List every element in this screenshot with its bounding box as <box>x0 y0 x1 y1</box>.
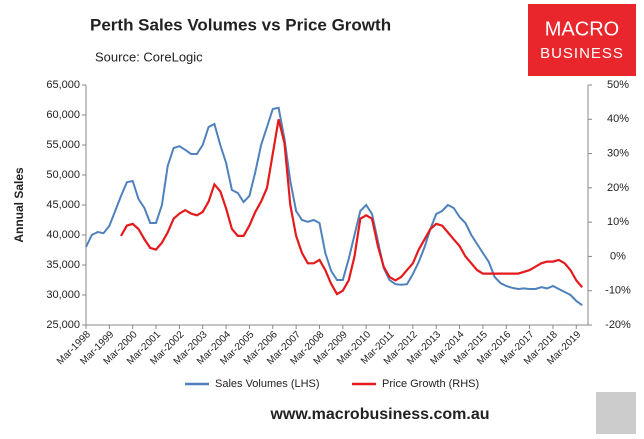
legend-label: Price Growth (RHS) <box>382 378 479 390</box>
y-tick-label: 35,000 <box>46 259 80 271</box>
y2-tick-label: -20% <box>605 319 631 331</box>
y-tick-label: 55,000 <box>46 139 80 151</box>
logo-text: MACRO <box>545 18 619 40</box>
y2-tick-label: 30% <box>607 147 629 159</box>
chart-subtitle: Source: CoreLogic <box>95 49 203 64</box>
y2-tick-label: 40% <box>607 113 629 125</box>
y2-tick-label: 10% <box>607 216 629 228</box>
y-axis-label: Annual Sales <box>12 167 26 243</box>
legend-label: Sales Volumes (LHS) <box>215 378 320 390</box>
chart-title: Perth Sales Volumes vs Price Growth <box>90 15 391 34</box>
series-line <box>85 106 583 307</box>
y-tick-label: 40,000 <box>46 229 80 241</box>
y2-tick-label: 20% <box>607 182 629 194</box>
y-tick-label: 25,000 <box>46 319 80 331</box>
y2-tick-label: 0% <box>610 250 626 262</box>
wolf-icon <box>596 392 636 434</box>
y-tick-label: 50,000 <box>46 169 80 181</box>
y-tick-label: 65,000 <box>46 79 80 91</box>
y2-tick-label: 50% <box>607 79 629 91</box>
series-line <box>120 119 584 296</box>
y-tick-label: 30,000 <box>46 289 80 301</box>
y-tick-label: 45,000 <box>46 199 80 211</box>
y-tick-label: 60,000 <box>46 109 80 121</box>
website: www.macrobusiness.com.au <box>269 406 489 423</box>
y2-tick-label: -10% <box>605 285 631 297</box>
logo-text: BUSINESS <box>540 45 624 62</box>
logo-box <box>528 4 636 76</box>
